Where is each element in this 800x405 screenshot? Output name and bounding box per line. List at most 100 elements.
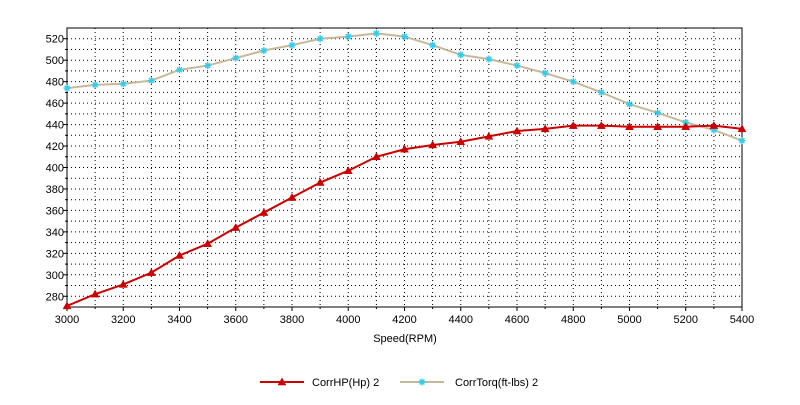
y-tick-label: 280 xyxy=(46,291,64,303)
x-tick-label: 5200 xyxy=(674,314,698,326)
x-tick-label: 4200 xyxy=(392,314,416,326)
data-point xyxy=(231,223,241,231)
data-point xyxy=(316,35,324,43)
star-stroke xyxy=(148,77,155,84)
data-point xyxy=(119,80,127,88)
legend-item: CorrHP(Hp) 2 xyxy=(260,377,379,389)
data-point xyxy=(232,54,240,62)
data-point xyxy=(625,122,634,130)
data-point xyxy=(344,33,352,41)
data-point xyxy=(203,239,213,247)
legend-label: CorrHP(Hp) 2 xyxy=(312,377,379,389)
data-point xyxy=(512,126,522,135)
y-tick-label: 320 xyxy=(46,248,64,260)
data-point xyxy=(597,88,605,96)
data-point xyxy=(653,122,663,130)
star-stroke xyxy=(289,42,295,49)
data-point xyxy=(541,69,549,77)
y-tick-label: 360 xyxy=(46,205,64,217)
data-point xyxy=(485,55,493,63)
y-tick-label: 460 xyxy=(46,98,64,110)
data-point xyxy=(681,122,691,130)
star-stroke xyxy=(260,47,267,54)
data-point xyxy=(260,47,268,55)
star-stroke xyxy=(626,101,633,108)
data-point xyxy=(429,41,437,49)
data-point xyxy=(457,51,465,59)
data-point xyxy=(91,81,99,89)
y-tick-label: 500 xyxy=(46,55,64,67)
star-stroke xyxy=(317,35,324,42)
star-stroke xyxy=(120,80,127,87)
x-tick-label: 3600 xyxy=(224,314,248,326)
data-point xyxy=(626,100,633,108)
data-point xyxy=(259,208,269,216)
data-point xyxy=(90,289,100,298)
y-tick-label: 340 xyxy=(46,227,64,239)
y-tick-label: 400 xyxy=(46,163,64,175)
x-tick-label: 4000 xyxy=(336,314,360,326)
data-point xyxy=(568,121,578,129)
star-stroke xyxy=(204,62,211,69)
star-stroke xyxy=(485,56,492,63)
data-point xyxy=(315,178,325,186)
star-stroke xyxy=(232,55,239,61)
data-point xyxy=(456,137,466,145)
y-tick-label: 480 xyxy=(46,77,64,89)
data-point xyxy=(371,152,381,161)
star-stroke xyxy=(373,30,380,37)
axis-layer: 280 300 320 340 360 380 400 420 440 460 480 500 520 3… xyxy=(46,27,754,326)
data-point xyxy=(343,166,353,174)
series-corrhp xyxy=(62,121,747,310)
data-point xyxy=(400,144,409,153)
star-stroke xyxy=(739,137,745,144)
x-tick-label: 4800 xyxy=(561,314,585,326)
star-stroke xyxy=(419,379,425,385)
data-point xyxy=(569,78,577,86)
grid-layer xyxy=(67,28,742,307)
data-point xyxy=(147,77,155,85)
data-point xyxy=(513,62,521,70)
star-stroke xyxy=(64,85,70,92)
star-stroke xyxy=(457,51,464,58)
star-stroke xyxy=(598,89,605,96)
x-tick-label: 4600 xyxy=(505,314,529,326)
data-point xyxy=(709,121,719,129)
star-stroke xyxy=(401,33,408,40)
data-point xyxy=(118,279,128,288)
data-point xyxy=(401,33,408,41)
data-point xyxy=(146,268,156,276)
star-stroke xyxy=(92,81,99,88)
star-stroke xyxy=(345,33,352,40)
series-layer xyxy=(62,29,747,310)
data-point xyxy=(428,140,438,149)
data-point xyxy=(175,250,184,259)
data-point xyxy=(176,66,183,74)
data-point xyxy=(540,124,550,133)
data-point xyxy=(737,124,747,133)
legend-marker xyxy=(418,378,426,386)
data-point xyxy=(596,121,606,129)
data-point xyxy=(287,193,297,201)
legend: CorrHP(Hp) 2 CorrTorq(ft-lbs) 2 xyxy=(260,377,538,389)
star-stroke xyxy=(570,78,577,85)
star-stroke xyxy=(176,66,183,73)
x-tick-label: 5000 xyxy=(617,314,641,326)
series-corrtorq xyxy=(63,29,746,145)
x-tick-label: 3800 xyxy=(280,314,304,326)
x-tick-label: 5400 xyxy=(730,314,754,326)
x-axis-label: Speed(RPM) xyxy=(373,333,437,345)
data-point xyxy=(62,301,72,310)
data-point xyxy=(63,84,71,92)
legend-marker xyxy=(277,377,287,386)
x-tick-label: 3000 xyxy=(55,314,79,326)
y-tick-label: 300 xyxy=(46,270,64,282)
data-point xyxy=(288,41,296,49)
x-tick-label: 3400 xyxy=(167,314,191,326)
data-point xyxy=(204,62,212,70)
star-stroke xyxy=(429,42,436,49)
star-stroke xyxy=(514,62,520,69)
x-tick-label: 3200 xyxy=(111,314,135,326)
data-point xyxy=(738,137,746,145)
